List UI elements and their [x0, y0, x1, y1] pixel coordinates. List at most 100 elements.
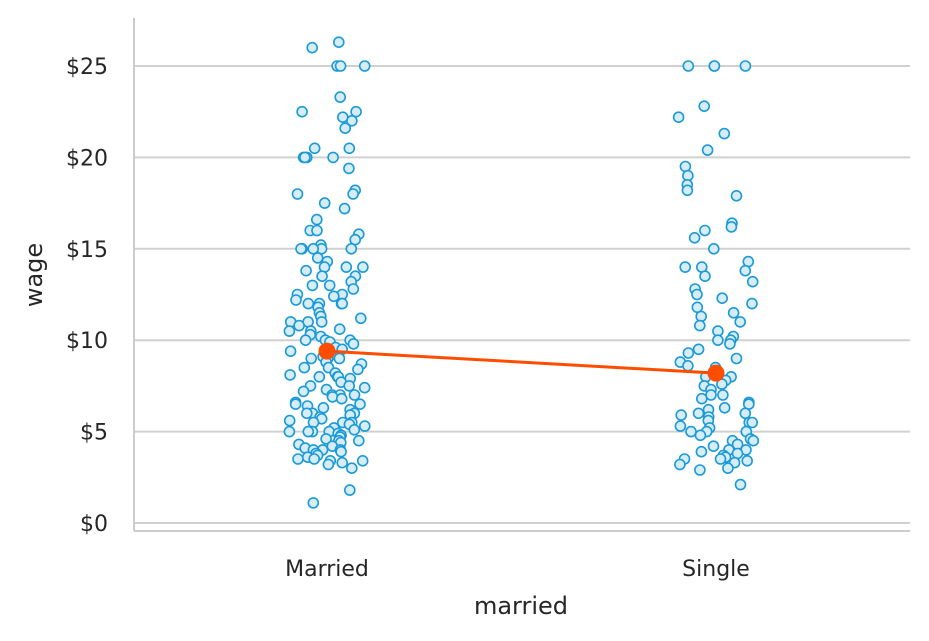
point-married-104 [289, 398, 302, 411]
point-married-7 [350, 105, 362, 118]
point-married-36 [357, 261, 369, 273]
point-single-35 [712, 334, 724, 347]
point-single-75 [707, 440, 720, 453]
mean-marker-single [707, 364, 725, 382]
point-single-84 [741, 454, 754, 467]
point-single-39 [682, 347, 695, 359]
point-single-70 [694, 429, 707, 442]
point-single-17 [707, 243, 720, 255]
point-single-12 [730, 190, 743, 202]
point-single-64 [746, 416, 759, 429]
point-married-146 [356, 454, 369, 467]
point-married-3 [358, 60, 371, 72]
point-married-0 [332, 36, 345, 49]
point-single-26 [716, 292, 729, 305]
point-single-16 [688, 232, 701, 244]
y-tick-label-25: $25 [66, 55, 108, 80]
point-single-31 [734, 316, 747, 328]
point-single-59 [692, 407, 705, 420]
point-single-86 [674, 458, 686, 471]
point-married-62 [333, 323, 346, 336]
point-married-25 [311, 224, 323, 237]
point-single-3 [739, 60, 752, 72]
point-married-9 [346, 115, 358, 127]
point-married-30 [345, 243, 358, 255]
mean-marker-married [318, 342, 336, 360]
point-married-22 [338, 202, 351, 215]
y-tick-label-15: $15 [66, 238, 108, 263]
point-single-82 [714, 453, 727, 465]
point-single-21 [739, 264, 752, 277]
point-single-25 [691, 288, 703, 301]
point-married-14 [327, 151, 339, 164]
point-single-15 [699, 224, 711, 237]
y-tick-label-10: $10 [66, 329, 108, 354]
y-tick-label-5: $5 [80, 421, 108, 446]
point-married-89 [313, 370, 326, 383]
point-married-53 [302, 297, 315, 310]
point-married-67 [299, 334, 312, 347]
point-married-23 [310, 213, 323, 226]
point-single-30 [695, 310, 708, 323]
y-tick-label-20: $20 [66, 146, 108, 171]
point-married-4 [334, 60, 347, 72]
x-tick-labels: Married Single [285, 557, 750, 582]
point-married-43 [306, 279, 319, 292]
point-married-84 [352, 363, 364, 376]
point-married-44 [323, 279, 336, 292]
point-married-71 [347, 338, 360, 350]
point-married-143 [308, 453, 321, 465]
point-married-16 [299, 151, 311, 164]
point-single-56 [718, 401, 731, 414]
point-married-74 [284, 345, 297, 358]
point-married-39 [300, 264, 312, 277]
point-single-65 [674, 420, 687, 432]
point-single-11 [681, 184, 694, 197]
point-married-129 [320, 433, 332, 445]
mean-line [326, 349, 717, 375]
point-married-139 [335, 445, 347, 458]
point-married-96 [297, 385, 310, 398]
y-tick-label-0: $0 [80, 512, 108, 537]
point-married-49 [290, 294, 302, 306]
point-married-58 [315, 316, 328, 328]
point-single-2 [682, 60, 695, 72]
point-married-82 [298, 361, 311, 374]
point-married-11 [308, 142, 321, 155]
point-married-61 [293, 319, 305, 332]
point-married-63 [283, 325, 296, 337]
point-single-73 [747, 434, 760, 447]
point-married-19 [347, 188, 359, 200]
point-married-119 [358, 420, 371, 432]
data-points [283, 36, 760, 509]
point-single-60 [675, 409, 688, 421]
point-single-53 [695, 392, 708, 405]
point-married-21 [318, 197, 331, 209]
point-married-12 [343, 142, 356, 155]
point-single-87 [722, 462, 734, 475]
point-single-20 [679, 261, 692, 273]
point-single-29 [727, 306, 740, 319]
point-married-131 [352, 434, 365, 447]
point-single-14 [725, 221, 738, 233]
point-married-79 [305, 352, 318, 365]
point-married-6 [296, 105, 308, 118]
point-married-52 [336, 297, 349, 310]
point-single-88 [694, 464, 706, 476]
point-single-23 [746, 275, 759, 288]
point-married-57 [354, 312, 367, 325]
grid-lines [134, 65, 910, 524]
point-married-100 [326, 391, 339, 403]
point-single-6 [718, 127, 731, 140]
point-single-1 [708, 60, 721, 72]
point-married-32 [295, 243, 307, 255]
point-single-32 [693, 319, 706, 332]
mean-line-group [318, 342, 725, 382]
point-married-33 [307, 243, 320, 255]
point-married-93 [343, 380, 356, 392]
point-married-123 [283, 425, 296, 438]
point-single-38 [692, 343, 705, 356]
x-tick-label-married: Married [285, 557, 369, 582]
point-single-78 [695, 445, 708, 458]
